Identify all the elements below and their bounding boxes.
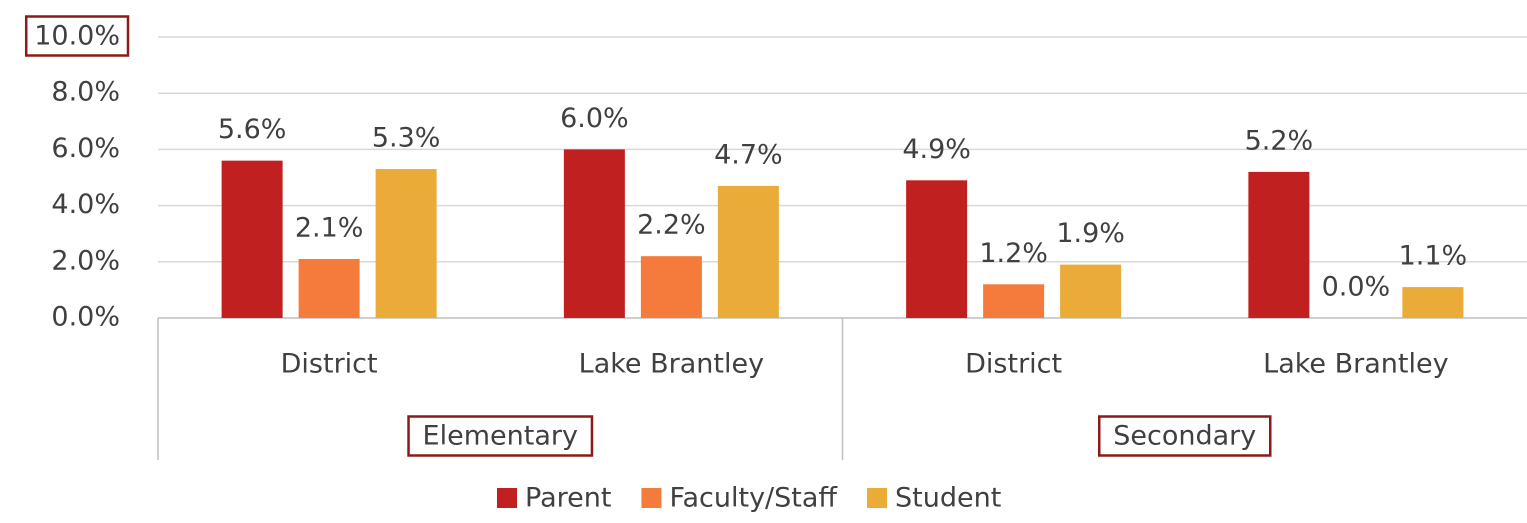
data-label: 5.2% — [1245, 125, 1314, 156]
bar — [906, 180, 968, 318]
data-label: 1.1% — [1399, 241, 1468, 272]
data-label: 4.9% — [902, 134, 971, 165]
bar — [221, 160, 283, 318]
data-label: 6.0% — [560, 103, 629, 134]
bar — [1060, 264, 1122, 318]
label-box — [24, 15, 130, 57]
data-label: 1.2% — [979, 238, 1048, 269]
y-tick-label: 4.0% — [51, 189, 120, 220]
legend-label: Parent — [525, 483, 611, 514]
label-box — [1098, 415, 1272, 457]
data-label: 0.0% — [1322, 272, 1391, 303]
y-tick-label: 0.0% — [51, 302, 120, 333]
data-label: 1.9% — [1056, 218, 1125, 249]
legend-label: Student — [895, 483, 1001, 514]
bar — [1248, 171, 1310, 318]
data-label: 4.7% — [714, 139, 783, 170]
legend-swatch — [641, 488, 662, 508]
data-label: 5.3% — [372, 123, 441, 154]
x-tick-label: Lake Brantley — [579, 349, 764, 380]
legend-swatch — [497, 488, 517, 508]
data-label: 5.6% — [218, 114, 287, 145]
data-label: 2.2% — [637, 210, 706, 241]
label-box — [407, 415, 594, 457]
x-tick-label: Lake Brantley — [1263, 349, 1448, 380]
x-tick-label: District — [965, 349, 1062, 380]
group-label: Secondary — [1113, 421, 1256, 452]
legend-swatch — [867, 488, 888, 508]
bar — [375, 169, 437, 318]
legend-label: Faculty/Staff — [669, 483, 838, 514]
bar — [983, 284, 1045, 318]
y-tick-label: 10.0% — [34, 21, 120, 52]
y-tick-label: 2.0% — [51, 245, 120, 276]
bar — [1402, 287, 1464, 318]
bar — [640, 256, 702, 318]
data-label: 2.1% — [295, 212, 364, 243]
group-label: Elementary — [423, 421, 578, 452]
y-tick-label: 8.0% — [51, 77, 120, 108]
bar — [563, 149, 625, 318]
bar — [298, 258, 360, 318]
bar — [717, 185, 779, 318]
x-tick-label: District — [281, 349, 378, 380]
y-tick-label: 6.0% — [51, 133, 120, 164]
